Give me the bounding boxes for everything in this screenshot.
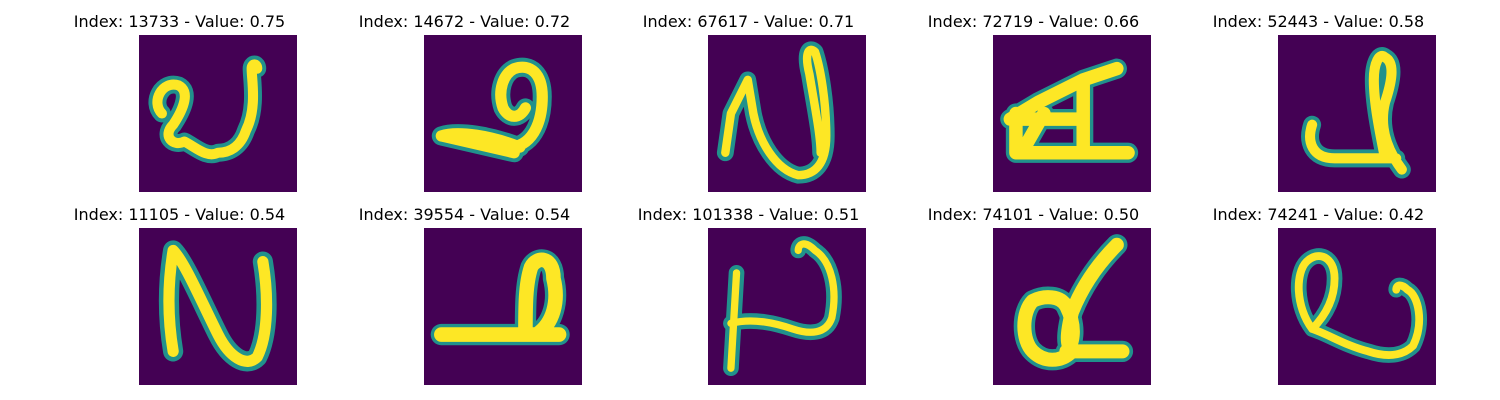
glyph-c: [716, 41, 835, 184]
glyph-b: [431, 57, 552, 163]
handwritten-glyph-image: [993, 35, 1151, 192]
panel: Index: 101338 - Value: 0.51: [606, 193, 891, 385]
panel-title: Index: 74241 - Value: 0.42: [1212, 205, 1425, 224]
glyph-e: [1301, 47, 1411, 179]
panel: Index: 52443 - Value: 0.58: [1176, 0, 1461, 192]
panel-title: Index: 52443 - Value: 0.58: [1212, 12, 1425, 31]
handwritten-glyph-image: [139, 228, 297, 385]
handwritten-glyph-image: [424, 228, 582, 385]
panel: Index: 67617 - Value: 0.71: [606, 0, 891, 192]
handwritten-glyph-image: [708, 35, 866, 192]
glyph-h: [723, 236, 842, 377]
glyph-a: [148, 55, 267, 164]
panel: Index: 74101 - Value: 0.50: [891, 193, 1176, 385]
handwritten-glyph-image: [424, 35, 582, 192]
glyph-i: [1013, 234, 1134, 371]
handwritten-glyph-image: [1278, 35, 1436, 192]
glyph-g: [430, 249, 570, 346]
panel-title: Index: 14672 - Value: 0.72: [358, 12, 571, 31]
panel: Index: 72719 - Value: 0.66: [891, 0, 1176, 192]
handwritten-glyph-image: [139, 35, 297, 192]
glyph-f: [158, 240, 277, 372]
panel: Index: 74241 - Value: 0.42: [1176, 193, 1461, 385]
panel-title: Index: 72719 - Value: 0.66: [927, 12, 1140, 31]
glyph-d: [1000, 58, 1139, 163]
handwritten-glyph-image: [708, 228, 866, 385]
panel: Index: 11105 - Value: 0.54: [37, 193, 322, 385]
panel-title: Index: 39554 - Value: 0.54: [358, 205, 571, 224]
glyph-j: [1290, 248, 1427, 363]
panel-title: Index: 67617 - Value: 0.71: [642, 12, 855, 31]
panel-title: Index: 101338 - Value: 0.51: [637, 205, 860, 224]
panel: Index: 39554 - Value: 0.54: [322, 193, 607, 385]
panel: Index: 13733 - Value: 0.75: [37, 0, 322, 192]
panel-title: Index: 74101 - Value: 0.50: [927, 205, 1140, 224]
panel: Index: 14672 - Value: 0.72: [322, 0, 607, 192]
panel-title: Index: 11105 - Value: 0.54: [73, 205, 286, 224]
handwritten-glyph-image: [993, 228, 1151, 385]
handwritten-glyph-image: [1278, 228, 1436, 385]
panel-title: Index: 13733 - Value: 0.75: [73, 12, 286, 31]
